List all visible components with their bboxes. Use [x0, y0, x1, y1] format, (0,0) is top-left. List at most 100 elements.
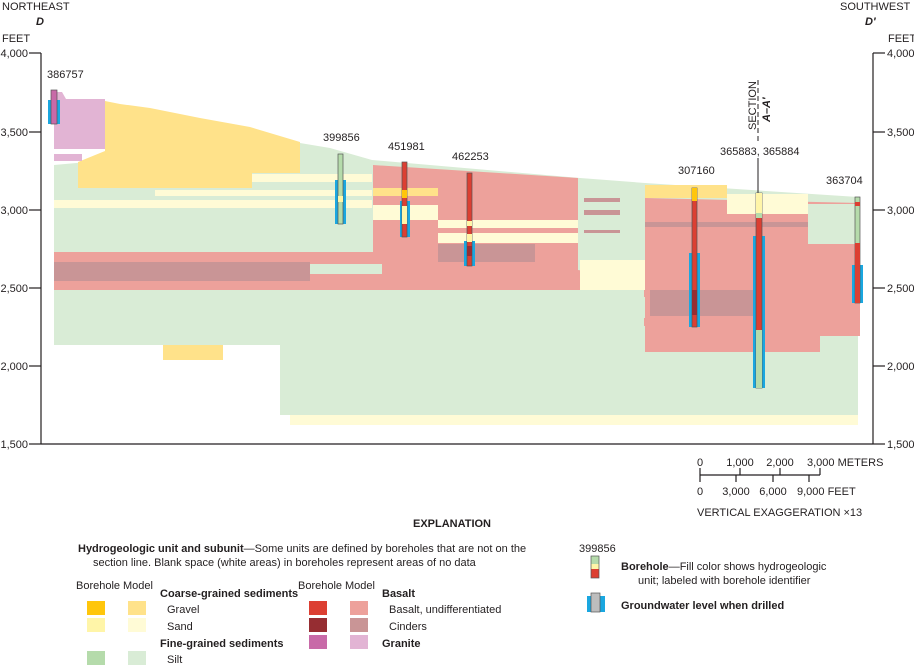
sand-model [54, 200, 372, 208]
section-letter-right: D′ [865, 16, 877, 28]
groundwater-label: Groundwater level when drilled [621, 600, 784, 612]
scale-meters-label: 0 [697, 457, 703, 469]
basalt-heading: Basalt [382, 588, 415, 600]
borehole-label: 307160 [678, 165, 715, 177]
gravel-model-swatch [128, 601, 146, 615]
borehole-label: 363704 [826, 175, 863, 187]
basalt-model-swatch [350, 601, 368, 615]
svg-text:Borehole—Fill color shows hydr: Borehole—Fill color shows hydrogeologic [621, 561, 827, 573]
silt-borehole-swatch [87, 651, 105, 665]
model-units [54, 92, 860, 425]
cinders-borehole-swatch [309, 618, 327, 632]
svg-text:Hydrogeologic unit and subunit: Hydrogeologic unit and subunit—Some unit… [78, 543, 526, 555]
right-axis: 4,000 3,500 3,000 2,500 2,000 1,500 [872, 48, 914, 451]
gravel-model [78, 101, 300, 188]
unit-note: —Some units are defined by boreholes tha… [244, 543, 527, 555]
basalt-undiff-label: Basalt, undifferentiated [389, 604, 501, 616]
vertical-exaggeration: VERTICAL EXAGGERATION ×13 [697, 507, 862, 519]
tick-label: 1,500 [887, 439, 914, 451]
silt-model [54, 290, 644, 345]
tick-label: 4,000 [887, 48, 914, 60]
scale-feet-label: 6,000 [759, 486, 787, 498]
granite-model [54, 154, 82, 161]
unit-note: section line. Blank space (white areas) … [93, 557, 477, 569]
silt-model-swatch [128, 651, 146, 665]
sand-model [580, 260, 645, 290]
granite-borehole-swatch [309, 635, 327, 649]
borehole-label: 365883, 365884 [720, 146, 800, 158]
tick-label: 3,500 [0, 127, 28, 139]
boreholes: 386757 399856 451981 462253 307160 36588… [47, 69, 863, 389]
cinders-model [584, 230, 620, 233]
sand-model [155, 190, 372, 196]
granite-heading: Granite [382, 638, 421, 650]
borehole-example-icon [590, 555, 600, 579]
scale-meters-label: 2,000 [766, 457, 794, 469]
sand-model [252, 174, 372, 182]
axis-unit-left: FEET [2, 33, 30, 45]
cinders-label: Cinders [389, 621, 427, 633]
granite-model [54, 92, 105, 149]
sand-model-swatch [128, 618, 146, 632]
borehole-462253 [466, 172, 473, 267]
sand-model [290, 415, 858, 425]
gravel-model [163, 345, 223, 360]
tick-label: 3,500 [887, 127, 914, 139]
unit-heading: Hydrogeologic unit and subunit [78, 543, 244, 555]
direction-left: NORTHEAST [2, 1, 70, 13]
section-letter-left: D [36, 16, 44, 28]
left-axis: 4,000 3,500 3,000 2,500 2,000 1,500 [0, 48, 42, 451]
col-borehole: Borehole [298, 580, 342, 592]
basalt-borehole-swatch [309, 601, 327, 615]
cinders-model [584, 198, 620, 202]
scale-bar: 0 1,000 2,000 3,000 METERS 0 3,000 6,000… [697, 457, 883, 519]
borehole-399856 [337, 153, 344, 225]
cinders-model [54, 262, 310, 281]
cinders-model [650, 290, 755, 316]
scale-feet-label: 0 [697, 486, 703, 498]
explanation-title: EXPLANATION [413, 518, 491, 530]
tick-label: 2,500 [887, 283, 914, 295]
borehole-label: 386757 [47, 69, 84, 81]
borehole-note: unit; labeled with borehole identifier [638, 575, 811, 587]
tick-label: 2,500 [0, 283, 28, 295]
scale-meters-label: 1,000 [726, 457, 754, 469]
cinders-model [645, 222, 810, 227]
axis-unit-right: FEET [888, 33, 914, 45]
borehole-label: 451981 [388, 141, 425, 153]
direction-right: SOUTHWEST [840, 1, 911, 13]
sand-borehole-swatch [87, 618, 105, 632]
cinders-model [584, 210, 620, 215]
section-marker: SECTION A–A′ [747, 80, 773, 193]
sand-model [438, 220, 578, 228]
section-id: A–A′ [761, 96, 773, 123]
borehole-label: 399856 [323, 132, 360, 144]
sand-label: Sand [167, 621, 193, 633]
col-borehole: Borehole [76, 580, 120, 592]
groundwater-icon [587, 592, 605, 613]
silt-model [280, 345, 858, 415]
tick-label: 3,000 [887, 205, 914, 217]
section-label: SECTION [747, 81, 759, 130]
gravel-model [645, 185, 727, 198]
coarse-heading: Coarse-grained sediments [160, 588, 298, 600]
sand-model [438, 233, 578, 243]
granite-model-swatch [350, 635, 368, 649]
sand-model [727, 194, 808, 214]
borehole-heading: Borehole [621, 561, 669, 573]
tick-label: 3,000 [0, 205, 28, 217]
tick-label: 1,500 [0, 439, 28, 451]
gravel-label: Gravel [167, 604, 199, 616]
tick-label: 2,000 [0, 361, 28, 373]
silt-model [808, 204, 858, 244]
explanation: EXPLANATION Hydrogeologic unit and subun… [76, 518, 827, 666]
borehole-label: 462253 [452, 151, 489, 163]
scale-feet-label: 9,000 FEET [797, 486, 856, 498]
tick-label: 4,000 [0, 48, 28, 60]
gravel-borehole-swatch [87, 601, 105, 615]
tick-label: 2,000 [887, 361, 914, 373]
scale-meters-label: 3,000 METERS [807, 457, 883, 469]
scale-feet-label: 3,000 [722, 486, 750, 498]
